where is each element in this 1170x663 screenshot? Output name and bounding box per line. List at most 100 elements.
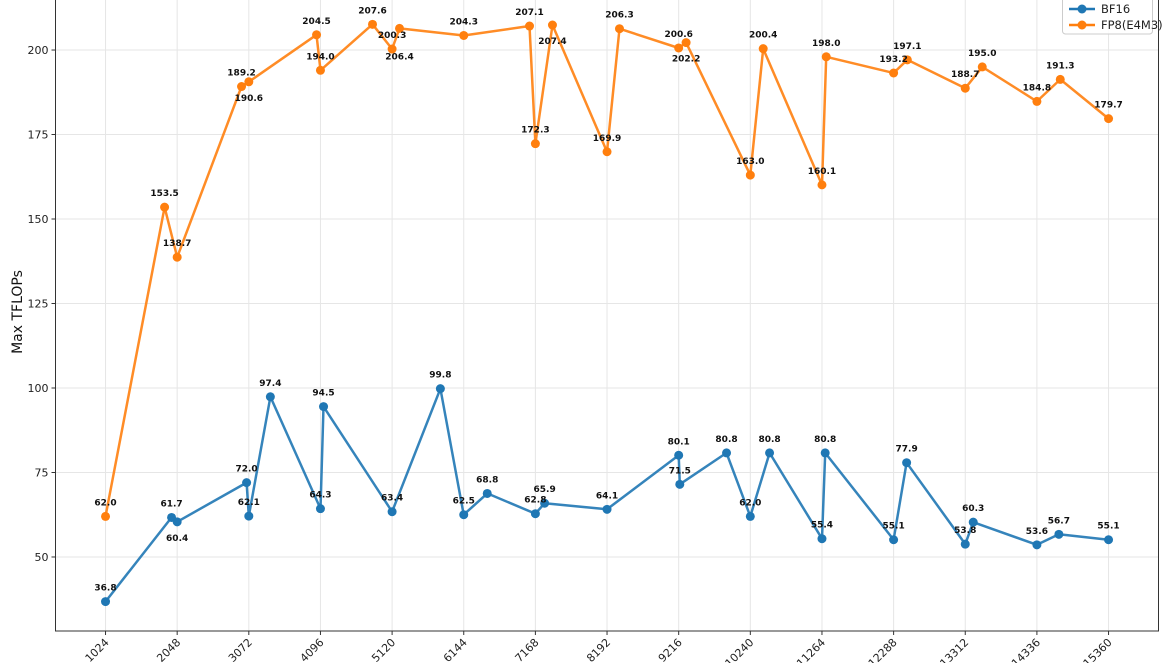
data-label: 56.7 xyxy=(1048,516,1070,526)
data-point xyxy=(395,23,405,33)
x-tick-label: 15360 xyxy=(1081,636,1115,663)
legend: BF16 FP8(E4M3) xyxy=(1062,0,1163,35)
data-label: 195.0 xyxy=(968,49,996,59)
legend-label-fp8: FP8(E4M3) xyxy=(1101,18,1163,32)
data-label: 190.6 xyxy=(235,94,263,104)
data-label: 65.9 xyxy=(534,485,556,495)
data-label: 138.7 xyxy=(163,239,191,249)
data-point xyxy=(977,62,987,72)
data-label: 62.1 xyxy=(238,498,260,508)
data-point xyxy=(482,488,492,498)
data-point xyxy=(722,448,732,458)
data-label: 62.5 xyxy=(453,497,475,507)
x-tick-label: 11264 xyxy=(794,636,828,663)
x-tick-label: 10240 xyxy=(723,636,757,663)
data-label: 77.9 xyxy=(896,445,918,455)
data-point xyxy=(101,597,111,607)
data-point xyxy=(820,448,830,458)
data-label: 200.6 xyxy=(664,30,692,40)
data-label: 55.1 xyxy=(883,522,905,532)
data-point xyxy=(160,202,170,212)
data-point xyxy=(368,19,378,29)
data-point xyxy=(960,83,970,93)
data-point xyxy=(459,30,469,40)
data-label: 97.4 xyxy=(259,379,281,389)
data-point xyxy=(968,517,978,527)
data-label: 60.3 xyxy=(962,504,984,514)
data-label: 207.6 xyxy=(358,6,386,16)
data-point xyxy=(674,43,684,53)
data-point xyxy=(387,507,397,517)
data-label: 198.0 xyxy=(812,39,840,49)
data-point xyxy=(681,38,691,48)
data-point xyxy=(1032,540,1042,550)
data-point xyxy=(1104,114,1114,124)
y-tick-label: 50 xyxy=(35,551,49,564)
data-point xyxy=(315,504,325,514)
series-group: 36.8 61.7 60.4 72.0 62.1 97.4 64.3 94.5 63.4 99.8… xyxy=(94,6,1123,607)
data-label: 204.3 xyxy=(450,17,478,27)
legend-label-bf16: BF16 xyxy=(1101,2,1130,16)
data-label: 80.1 xyxy=(668,437,690,447)
data-label: 206.3 xyxy=(605,11,633,21)
data-point xyxy=(602,504,612,514)
data-point xyxy=(1054,529,1064,539)
data-point xyxy=(530,509,540,519)
data-point xyxy=(530,139,540,149)
data-point xyxy=(237,82,247,92)
data-point xyxy=(889,535,899,545)
x-tick-label: 1024 xyxy=(83,636,112,663)
data-label: 200.4 xyxy=(749,31,777,41)
data-point xyxy=(547,20,557,30)
data-point xyxy=(540,498,550,508)
data-point xyxy=(244,511,254,521)
data-label: 207.4 xyxy=(538,37,566,47)
series-fp8: 62.0 153.5 138.7 189.2 190.6 204.5 194.0 207.6 2… xyxy=(94,6,1123,521)
y-tick-label: 100 xyxy=(28,382,49,395)
data-label: 53.6 xyxy=(1026,527,1048,537)
data-point xyxy=(525,21,535,31)
data-label: 200.3 xyxy=(378,31,406,41)
data-label: 188.7 xyxy=(951,70,979,80)
y-tick-label: 200 xyxy=(28,44,49,57)
x-tick-label: 12288 xyxy=(866,636,900,663)
data-label: 64.3 xyxy=(309,491,331,501)
data-label: 194.0 xyxy=(306,52,334,62)
data-label: 99.8 xyxy=(429,371,451,381)
data-point xyxy=(315,65,325,75)
data-point xyxy=(244,77,254,87)
data-label: 71.5 xyxy=(669,466,691,476)
data-point xyxy=(387,44,397,54)
y-tick-label: 75 xyxy=(35,466,49,479)
data-label: 64.1 xyxy=(596,491,618,501)
x-tick-label: 6144 xyxy=(441,636,470,663)
y-tick-label: 125 xyxy=(28,298,49,311)
data-label: 72.0 xyxy=(235,465,257,475)
data-label: 55.4 xyxy=(811,521,833,531)
legend-marker-bf16 xyxy=(1077,4,1087,14)
x-tick-label: 2048 xyxy=(154,636,183,663)
x-tick-label: 7168 xyxy=(513,636,542,663)
x-tick-label: 5120 xyxy=(369,636,398,663)
data-point xyxy=(459,510,469,520)
data-label: 160.1 xyxy=(808,167,836,177)
data-point xyxy=(265,392,275,402)
data-label: 94.5 xyxy=(312,389,334,399)
data-point xyxy=(242,478,252,488)
y-tick-label: 175 xyxy=(28,129,49,142)
data-point xyxy=(902,55,912,65)
data-label: 62.8 xyxy=(524,496,546,506)
x-tick-label: 14336 xyxy=(1009,636,1043,663)
data-point xyxy=(614,24,624,34)
data-point xyxy=(1055,74,1065,84)
data-point xyxy=(602,147,612,157)
data-point xyxy=(1032,96,1042,106)
data-label: 62.0 xyxy=(739,498,761,508)
data-label: 189.2 xyxy=(227,69,255,79)
y-tick-label: 150 xyxy=(28,213,49,226)
data-point xyxy=(745,170,755,180)
data-label: 80.8 xyxy=(758,435,780,445)
x-axis: 1024 2048 3072 4096 5120 6144 7168 8192 9216 1024… xyxy=(83,631,1115,663)
data-point xyxy=(960,539,970,549)
x-tick-label: 8192 xyxy=(584,636,613,663)
